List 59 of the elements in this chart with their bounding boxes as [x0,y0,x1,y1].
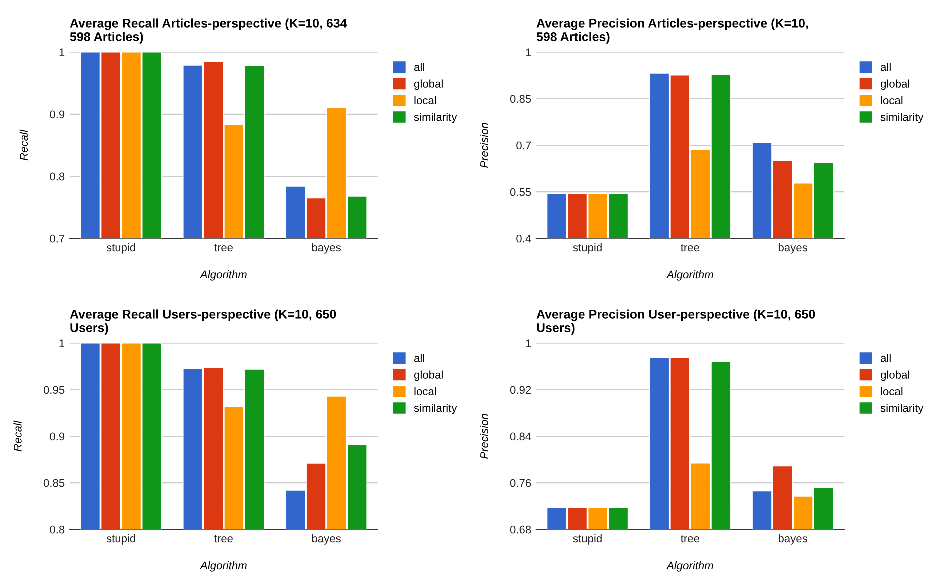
x-axis-title: Algorithm [666,270,714,281]
x-tick-label: tree [681,244,700,252]
x-axis-title: Algorithm [200,270,247,281]
y-tick-label: 1 [60,48,65,56]
y-tick-label: 1 [526,340,532,348]
x-tick-label: stupid [106,243,136,254]
x-tick-label: stupid [573,534,602,545]
legend-label: global [414,80,443,90]
y-tick-label: 0.7 [516,142,532,150]
x-tick-label: bayes [312,243,341,254]
chart-title: Average Precision User-perspective (K=10, 650 Users) [536,310,816,335]
x-axis-title: Algorithm [666,562,714,572]
legend-label: similarity [880,404,924,414]
y-axis-title: Recall [20,130,28,161]
legend-label: all [414,63,424,72]
legend-label: similarity [414,113,458,124]
x-tick-label: tree [214,535,233,543]
legend-label: all [880,63,891,72]
y-tick-label: 0.8 [50,526,65,534]
legend-label: local [881,387,903,396]
x-tick-label: stupid [106,534,136,545]
y-tick-label: 0.9 [50,110,65,119]
x-tick-label: stupid [573,243,602,254]
x-tick-label: bayes [312,534,341,545]
x-tick-label: tree [681,535,700,543]
y-axis-title: Precision [480,123,488,168]
y-tick-label: 0.68 [510,526,532,534]
x-tick-label: bayes [778,243,808,254]
y-tick-label: 0.92 [510,386,532,394]
y-tick-label: 0.4 [516,234,532,243]
y-axis-title: Recall [14,420,22,452]
legend-label: global [414,370,443,382]
y-tick-label: 1 [60,340,65,348]
y-axis-title: Precision [480,414,488,460]
y-tick-label: 0.85 [510,95,532,104]
chart-title: Average Recall Articles-perspective (K=10, 634 598 Articles) [70,18,348,44]
y-tick-label: 1 [526,48,532,56]
y-tick-label: 0.84 [510,432,532,441]
legend-label: global [880,80,910,90]
legend-label: global [880,370,910,382]
y-tick-label: 0.9 [50,432,65,441]
legend-label: local [414,387,436,396]
legend-label: similarity [880,113,924,124]
x-axis-title: Algorithm [200,562,247,572]
y-tick-label: 0.7 [50,234,65,243]
y-tick-label: 0.8 [50,172,65,181]
chart-title: Average Recall Users-perspective (K=10, 650 Users) [70,310,336,335]
legend-label: all [414,354,424,362]
chart-title: Average Precision Articles-perspective (K=10, 598 Articles) [536,18,808,44]
legend-label: local [414,96,436,105]
y-tick-label: 0.95 [44,386,65,394]
y-tick-label: 0.85 [44,479,65,488]
legend-label: local [881,96,903,105]
legend-label: all [880,354,891,362]
y-tick-label: 0.55 [510,188,532,196]
legend-label: similarity [414,404,458,414]
x-tick-label: bayes [778,534,808,545]
y-tick-label: 0.76 [510,479,532,488]
x-tick-label: tree [214,244,233,252]
